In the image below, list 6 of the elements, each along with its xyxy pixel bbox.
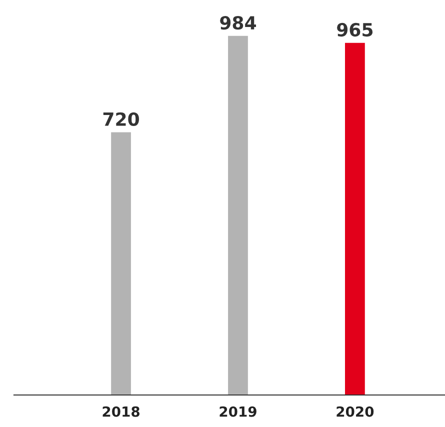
x-tick-label: 2020 bbox=[336, 406, 374, 417]
data-label: 984 bbox=[220, 16, 256, 30]
data-label: 720 bbox=[103, 112, 139, 126]
x-tick-label: 2019 bbox=[220, 406, 256, 417]
x-tick-label: 2018 bbox=[102, 406, 140, 417]
data-label: 965 bbox=[337, 22, 373, 37]
